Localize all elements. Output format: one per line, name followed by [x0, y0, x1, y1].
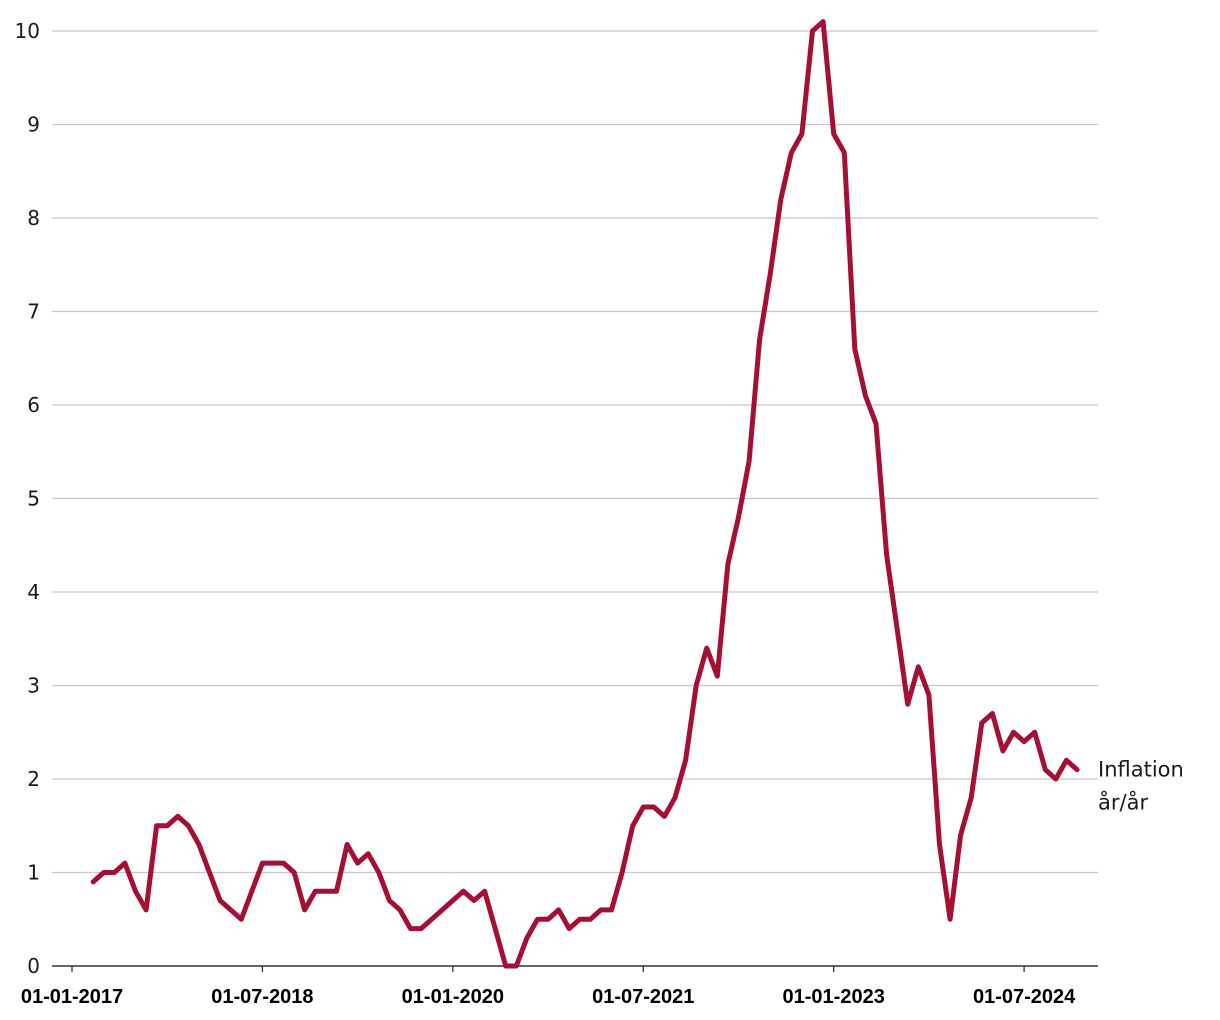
- inflation-series-line: [90, 19, 1080, 969]
- y-tick-label: 8: [27, 206, 40, 230]
- series-label-line: Inflation: [1098, 758, 1184, 782]
- x-tick-label: 01-07-2024: [973, 986, 1076, 1008]
- y-tick-label: 2: [27, 767, 40, 791]
- y-tick-label: 10: [15, 19, 40, 43]
- series-label-line: år/år: [1098, 790, 1148, 815]
- y-tick-label: 9: [27, 113, 40, 137]
- x-tick-label: 01-01-2023: [783, 986, 885, 1008]
- gridlines: [52, 30, 1098, 874]
- y-tick-label: 6: [27, 393, 40, 417]
- y-axis-tick-labels: 0 1 2 3 4 5 6 7 8 9 10: [15, 19, 40, 978]
- x-tick-label: 01-01-2017: [21, 986, 123, 1008]
- series-label: Inflation år/år: [1098, 758, 1184, 815]
- x-tick-label: 01-01-2020: [402, 986, 504, 1008]
- y-tick-label: 7: [27, 300, 40, 324]
- y-tick-label: 4: [27, 580, 40, 604]
- x-tick-label: 01-07-2018: [211, 986, 313, 1008]
- x-axis-ticks: 01-01-2017 01-07-2018 01-01-2020 01-07-2021…: [21, 966, 1076, 1008]
- y-tick-label: 0: [27, 954, 40, 978]
- y-tick-label: 1: [27, 861, 40, 885]
- y-tick-label: 5: [27, 487, 40, 511]
- y-tick-label: 3: [27, 674, 40, 698]
- x-tick-label: 01-07-2021: [592, 986, 694, 1008]
